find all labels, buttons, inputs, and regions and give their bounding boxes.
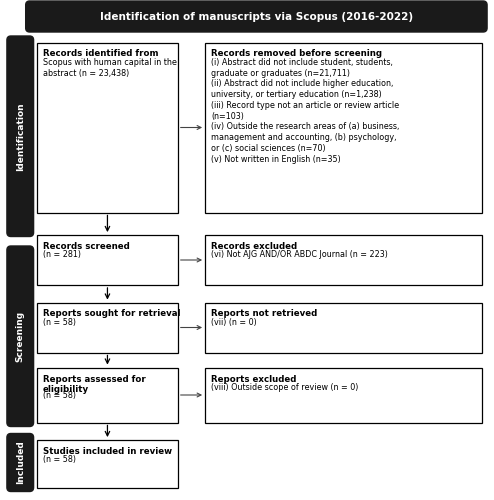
Text: (n = 58): (n = 58) [43,391,76,400]
Text: (viii) Outside scope of review (n = 0): (viii) Outside scope of review (n = 0) [211,383,358,392]
Text: Records identified from: Records identified from [43,50,159,58]
Text: Screening: Screening [16,310,25,362]
Text: (vi) Not AJG AND/OR ABDC Journal (n = 223): (vi) Not AJG AND/OR ABDC Journal (n = 22… [211,250,388,260]
Text: (n = 58): (n = 58) [43,456,76,464]
FancyBboxPatch shape [7,246,34,426]
FancyBboxPatch shape [205,42,482,212]
FancyBboxPatch shape [205,368,482,422]
FancyBboxPatch shape [7,434,34,492]
Text: Studies included in review: Studies included in review [43,447,172,456]
FancyBboxPatch shape [205,235,482,285]
FancyBboxPatch shape [7,36,34,236]
Text: Reports excluded: Reports excluded [211,374,296,384]
Text: Records removed before screening: Records removed before screening [211,50,382,58]
FancyBboxPatch shape [37,42,178,212]
Text: Reports assessed for
eligibility: Reports assessed for eligibility [43,374,146,394]
FancyBboxPatch shape [205,302,482,352]
Text: Identification: Identification [16,102,25,170]
FancyBboxPatch shape [37,302,178,352]
FancyBboxPatch shape [37,368,178,422]
Text: Scopus with human capital in the
abstract (n = 23,438): Scopus with human capital in the abstrac… [43,58,177,78]
Text: (i) Abstract did not include student, students,
graduate or graduates (n=21,711): (i) Abstract did not include student, st… [211,58,399,164]
Text: Identification of manuscripts via Scopus (2016-2022): Identification of manuscripts via Scopus… [100,12,413,22]
Text: (vii) (n = 0): (vii) (n = 0) [211,318,257,327]
Text: Reports not retrieved: Reports not retrieved [211,310,317,318]
FancyBboxPatch shape [26,1,487,32]
Text: Records screened: Records screened [43,242,130,251]
Text: Records excluded: Records excluded [211,242,297,251]
Text: (n = 281): (n = 281) [43,250,81,260]
Text: (n = 58): (n = 58) [43,318,76,327]
FancyBboxPatch shape [37,235,178,285]
Text: Included: Included [16,440,25,484]
FancyBboxPatch shape [37,440,178,488]
Text: Reports sought for retrieval: Reports sought for retrieval [43,310,180,318]
